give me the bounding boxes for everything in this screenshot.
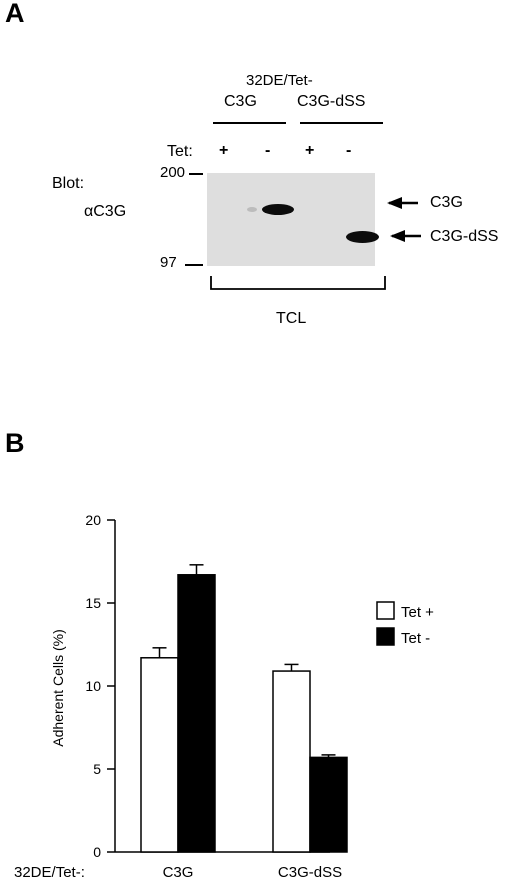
arrow-c3g (387, 197, 418, 209)
band-label-c3g-dss: C3G-dSS (430, 228, 499, 245)
group-label-c3g-dss: C3G-dSS (297, 93, 366, 110)
band-label-c3g: C3G (430, 194, 463, 211)
bar-tet-plus-0 (140, 657, 179, 853)
bar-tet-minus-1 (309, 756, 348, 853)
y-tick-label: 5 (93, 761, 101, 777)
tcl-label: TCL (276, 310, 307, 327)
blot-label: Blot: (52, 175, 85, 192)
marker-200-tick (189, 173, 203, 175)
tet-state-2: - (265, 142, 271, 159)
group-label-c3g: C3G (224, 93, 257, 110)
tet-state-3: + (305, 142, 315, 159)
legend: Tet + Tet - (376, 601, 434, 647)
panel-b-letter: B (5, 428, 25, 458)
antibody-label: αC3G (84, 203, 127, 220)
western-blot-image (207, 173, 379, 266)
y-tick-label: 20 (85, 512, 101, 528)
y-tick-label: 10 (85, 678, 101, 694)
legend-swatch (376, 601, 395, 620)
category-labels: C3G C3G-dSS (163, 864, 343, 881)
arrow-c3g-dss (390, 230, 421, 242)
tcl-bracket (210, 276, 386, 290)
tet-state-4: - (346, 142, 352, 159)
legend-swatch (376, 627, 395, 646)
tet-label: Tet: (167, 143, 193, 160)
legend-label: Tet - (401, 630, 430, 647)
group-underline-c3g-dss (300, 122, 383, 124)
y-tick-label: 0 (93, 844, 101, 860)
y-tick-label: 15 (85, 595, 101, 611)
band-c3g (262, 204, 294, 215)
band-c3g-dss (346, 231, 379, 243)
error-bars (152, 564, 336, 758)
cell-line-label: 32DE/Tet- (246, 72, 313, 89)
band-c3g-faint (247, 207, 257, 212)
category-label: C3G-dSS (278, 864, 342, 881)
bar-tet-minus-0 (177, 574, 216, 853)
marker-200-label: 200 (160, 164, 186, 181)
y-axis: 0 5 10 15 20 (85, 512, 116, 860)
marker-97-tick (185, 264, 203, 266)
panel-a-letter: A (5, 0, 25, 28)
tet-state-1: + (219, 142, 229, 159)
category-label: C3G (163, 864, 194, 881)
y-axis-label: Adherent Cells (%) (50, 629, 66, 747)
x-axis-label: 32DE/Tet-: (14, 864, 85, 881)
group-underline-c3g (213, 122, 286, 124)
marker-97-label: 97 (160, 254, 177, 271)
bar-tet-plus-1 (272, 670, 311, 853)
bars (140, 574, 348, 853)
legend-label: Tet + (401, 604, 434, 621)
